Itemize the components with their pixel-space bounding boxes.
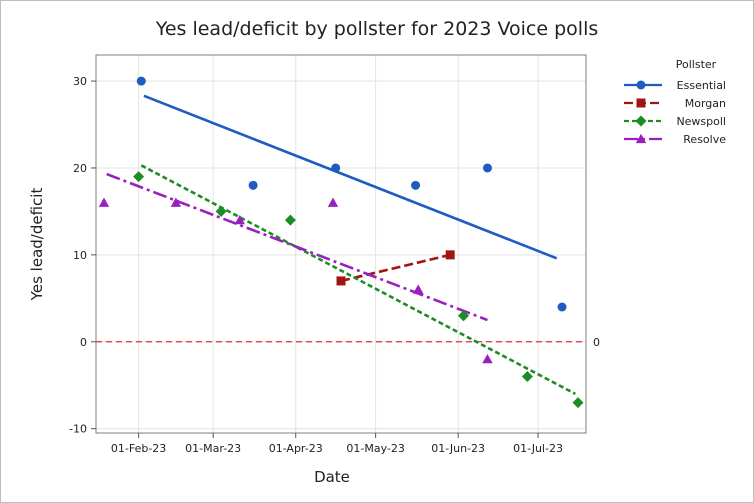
legend-label-newspoll: Newspoll (676, 115, 726, 128)
y-tick-label: -10 (69, 423, 87, 436)
newspoll-point (572, 397, 584, 409)
newspoll-point (521, 371, 533, 383)
morgan-point (445, 250, 455, 260)
legend-label-morgan: Morgan (685, 97, 726, 110)
newspoll-trend-line (140, 164, 576, 396)
legend-marker-resolve (635, 133, 647, 144)
morgan-trend-line (340, 253, 451, 283)
data-points (98, 76, 584, 409)
legend-marker-morgan (636, 98, 646, 108)
resolve-point (413, 284, 424, 294)
newspoll-point (215, 205, 227, 217)
resolve-point (482, 353, 493, 364)
plot-area (95, 54, 587, 434)
y-tick-label: 0 (80, 336, 87, 349)
x-tick-label: 01-Jun-23 (431, 442, 485, 455)
y-tick-label: 30 (73, 75, 87, 88)
newspoll-point (133, 171, 145, 183)
legend-label-essential: Essential (677, 79, 726, 92)
essential-point (411, 180, 421, 190)
resolve-trend-line (106, 172, 488, 322)
newspoll-point (458, 310, 469, 322)
essential-trend-line (143, 94, 558, 260)
newspoll-point (284, 214, 296, 226)
legend-title: Pollster (676, 58, 717, 71)
trend-lines (106, 94, 576, 396)
essential-point (557, 302, 567, 312)
resolve-point (234, 214, 246, 225)
axes: 30 20 10 0 -10 01-Feb-23 01-Mar-23 01-Apr-23 01-… (69, 75, 563, 455)
reference-line-group: 0 (96, 336, 600, 349)
chart-title: Yes lead/deficit by pollster for 2023 Vo… (155, 18, 599, 40)
y-tick-label: 20 (73, 162, 87, 175)
legend-marker-essential (636, 80, 646, 90)
x-tick-label: 01-Apr-23 (269, 442, 323, 455)
essential-point (136, 76, 146, 86)
legend: Pollster Essential Morgan Newspoll Resolve (624, 58, 726, 146)
morgan-point (336, 276, 346, 286)
x-tick-label: 01-Feb-23 (111, 442, 166, 455)
resolve-point (327, 197, 339, 207)
x-tick-label: 01-Jul-23 (513, 442, 563, 455)
y-axis-title: Yes lead/deficit (28, 188, 46, 302)
legend-label-resolve: Resolve (683, 133, 726, 146)
legend-marker-newspoll (635, 115, 647, 127)
essential-point (331, 163, 341, 173)
essential-point (248, 180, 258, 190)
essential-point (482, 163, 492, 173)
x-tick-label: 01-Mar-23 (185, 442, 241, 455)
resolve-point (98, 197, 110, 207)
reference-line-label: 0 (593, 336, 600, 349)
x-tick-label: 01-May-23 (346, 442, 404, 455)
resolve-point (170, 197, 182, 207)
y-tick-label: 10 (73, 249, 87, 262)
x-axis-title: Date (314, 468, 350, 486)
